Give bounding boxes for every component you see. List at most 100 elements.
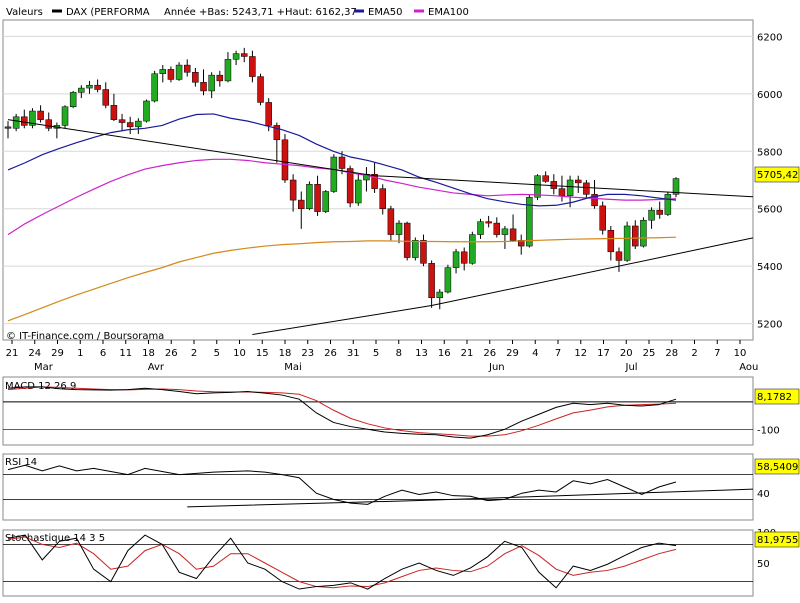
- rsi-trend-line: [187, 488, 754, 508]
- stoch-last-value-box: 81,9755: [754, 531, 800, 548]
- y-tick-label: 5600: [757, 205, 782, 216]
- candle-up: [143, 100, 150, 122]
- candle-up: [224, 59, 232, 82]
- macd-line: [7, 386, 677, 439]
- rsi-title: RSI 14: [5, 457, 37, 468]
- rsi-panel-frame: [2, 453, 754, 521]
- macd-panel-frame: [2, 376, 754, 446]
- x-month-label: Mai: [284, 362, 302, 373]
- copyright-text: © IT-Finance.com / Boursorama: [6, 331, 164, 342]
- candle-down: [102, 89, 110, 106]
- x-tick-label: 26: [165, 348, 178, 359]
- macd-last-value: 8,1782: [757, 392, 792, 403]
- x-tick-label: 31: [347, 348, 360, 359]
- y-tick-label: 5200: [757, 320, 782, 331]
- legend-label-valeurs: Valeurs: [6, 7, 43, 18]
- x-tick-label: 12: [574, 348, 587, 359]
- legend-ema100: EMA100: [428, 7, 469, 18]
- legend-ema50: EMA50: [368, 7, 403, 18]
- y-tick-label: 5400: [757, 262, 782, 273]
- x-tick-label: 11: [119, 348, 132, 359]
- x-tick-label: 1: [77, 348, 83, 359]
- candle-up: [135, 120, 142, 128]
- x-month-label: Mar: [34, 362, 54, 373]
- ema200-line: [7, 236, 677, 322]
- candle-up: [151, 73, 158, 102]
- x-tick-label: 5: [214, 348, 220, 359]
- x-tick-label: 7: [714, 348, 720, 359]
- candle-down: [4, 126, 12, 129]
- x-tick-label: 5: [373, 348, 379, 359]
- candle-down: [591, 194, 598, 207]
- candle-up: [648, 209, 655, 221]
- candle-up: [12, 116, 20, 129]
- candle-down: [509, 228, 517, 241]
- candle-down: [37, 110, 44, 120]
- x-tick-label: 18: [142, 348, 155, 359]
- y-tick-label: 6200: [757, 32, 782, 43]
- candle-down: [599, 205, 606, 231]
- candle-up: [330, 156, 338, 192]
- rsi-panel: RSI 14 40: [3, 457, 770, 508]
- candle-down: [21, 116, 28, 126]
- candle-up: [672, 178, 680, 195]
- candle-down: [118, 119, 126, 123]
- resistance-trend-line: [7, 119, 754, 198]
- x-tick-label: 4: [532, 348, 538, 359]
- x-tick-label: 25: [643, 348, 656, 359]
- candle-down: [542, 175, 549, 182]
- candle-up: [452, 251, 460, 268]
- candle-up: [640, 219, 647, 247]
- candle-up: [322, 191, 329, 212]
- candle-down: [192, 72, 199, 83]
- candle-down: [94, 84, 101, 90]
- candle-down: [387, 208, 395, 235]
- candle-up: [232, 53, 240, 60]
- x-tick-label: 24: [28, 348, 41, 359]
- x-tick-label: 10: [734, 348, 747, 359]
- stoch-y-tick-label: 50: [757, 559, 770, 570]
- x-month-label: Jul: [625, 362, 638, 373]
- candle-up: [501, 228, 509, 235]
- x-tick-label: 2: [691, 348, 697, 359]
- candle-down: [550, 181, 558, 189]
- candle-down: [216, 74, 224, 82]
- y-tick-label: 6000: [757, 90, 782, 101]
- x-tick-label: 29: [51, 348, 64, 359]
- x-tick-label: 29: [506, 348, 519, 359]
- candle-down: [656, 209, 663, 215]
- candle-down: [110, 105, 118, 120]
- stoch-title: Stochastique 14 3 5: [5, 533, 105, 544]
- candle-down: [403, 222, 411, 258]
- candle-down: [485, 221, 492, 224]
- candle-down: [265, 102, 272, 126]
- x-tick-label: 28: [665, 348, 678, 359]
- candle-down: [632, 225, 639, 247]
- candle-up: [469, 234, 476, 264]
- x-tick-label: 8: [396, 348, 402, 359]
- x-tick-label: 26: [324, 348, 337, 359]
- legend-range: Année +Bas: 5243,71 +Haut: 6162,37: [164, 6, 357, 18]
- rsi-y-tick-label: 40: [757, 489, 770, 500]
- ema50-line: [7, 113, 677, 207]
- x-month-label: Jun: [488, 362, 505, 373]
- candle-up: [412, 240, 419, 258]
- candle-down: [493, 222, 501, 235]
- candle-down: [379, 188, 386, 209]
- candle-down: [346, 168, 354, 204]
- support-trend-line: [252, 237, 754, 336]
- candle-up: [534, 175, 541, 198]
- rsi-line: [7, 464, 677, 505]
- candle-down: [314, 184, 321, 212]
- candle-down: [289, 179, 297, 201]
- candle-up: [69, 92, 77, 107]
- candle-down: [583, 182, 590, 195]
- candle-down: [167, 69, 175, 80]
- legend-instrument: DAX (PERFORMA: [66, 7, 150, 18]
- x-tick-label: 2: [191, 348, 197, 359]
- x-tick-label: 20: [620, 348, 633, 359]
- candle-up: [61, 106, 69, 126]
- candle-up: [86, 84, 93, 89]
- x-axis: 21 24 29 1 6 11 18 26 2 5 10 15 18 23 26 31 5 8 13 16 21 26 29…: [6, 340, 758, 373]
